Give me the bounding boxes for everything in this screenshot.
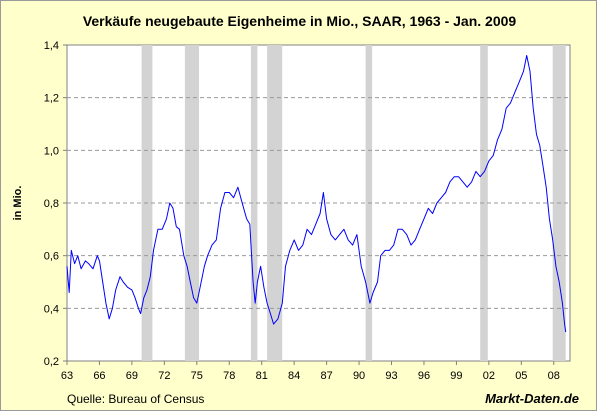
x-tick-label: 05 bbox=[515, 370, 527, 382]
series-line-0 bbox=[66, 55, 567, 333]
x-tick-label: 75 bbox=[191, 370, 203, 382]
x-tick-label: 96 bbox=[418, 370, 430, 382]
recession-band-1 bbox=[184, 45, 199, 361]
x-tick-label: 08 bbox=[548, 370, 560, 382]
y-tick-label: 1,2 bbox=[44, 93, 59, 105]
y-tick-label: 0,4 bbox=[44, 303, 59, 315]
recession-band-5 bbox=[480, 45, 488, 361]
x-tick-label: 66 bbox=[93, 370, 105, 382]
x-tick-label: 02 bbox=[483, 370, 495, 382]
x-tick-label: 93 bbox=[385, 370, 397, 382]
x-tick-label: 72 bbox=[158, 370, 170, 382]
x-tick-label: 81 bbox=[256, 370, 268, 382]
x-tick-label: 99 bbox=[450, 370, 462, 382]
source-note: Quelle: Bureau of Census bbox=[67, 392, 205, 406]
y-tick-label: 1,0 bbox=[44, 145, 59, 157]
y-tick-label: 0,2 bbox=[44, 356, 59, 368]
x-tick-label: 90 bbox=[353, 370, 365, 382]
brand-label: Markt-Daten.de bbox=[485, 391, 579, 406]
series-layer bbox=[66, 55, 567, 333]
x-tick-label: 87 bbox=[320, 370, 332, 382]
x-tick-label: 78 bbox=[223, 370, 235, 382]
y-tick-label: 0,8 bbox=[44, 198, 59, 210]
chart-title: Verkäufe neugebaute Eigenheime in Mio., … bbox=[82, 13, 517, 29]
recession-band-2 bbox=[250, 45, 258, 361]
recession-band-3 bbox=[267, 45, 283, 361]
x-tick-label: 69 bbox=[126, 370, 138, 382]
x-tick-label: 84 bbox=[288, 370, 300, 382]
y-tick-label: 1,4 bbox=[44, 40, 59, 52]
axis-labels: 0,2 0,4 0,6 0,8 1,0 1,2 1,4 63 66 69 72 75 78 81 84 87 9… bbox=[44, 40, 560, 382]
x-tick-label: 63 bbox=[61, 370, 73, 382]
y-tick-label: 0,6 bbox=[44, 251, 59, 263]
y-axis-label: in Mio. bbox=[12, 186, 24, 221]
